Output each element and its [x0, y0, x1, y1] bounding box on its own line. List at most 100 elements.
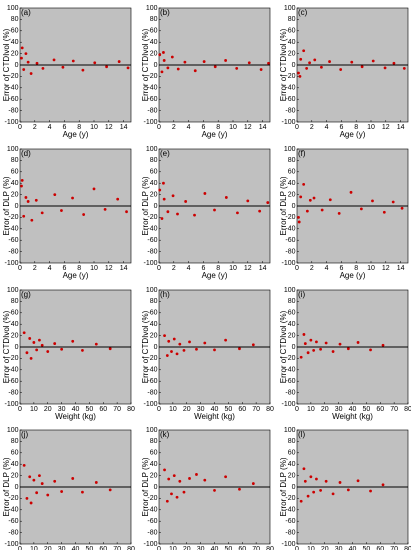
x-tick-label: 10 [90, 265, 98, 272]
y-tick-label: 0 [154, 344, 158, 351]
point [94, 481, 98, 484]
y-tick-label: 100 [284, 146, 296, 153]
x-tick-label: 8 [77, 265, 81, 272]
x-tick-label: 2 [172, 124, 176, 131]
point [162, 181, 165, 185]
y-tick-label: -100 [281, 541, 295, 548]
point [346, 347, 350, 351]
x-tick-label: 10 [229, 265, 237, 272]
point [163, 334, 166, 337]
y-tick-label: 60 [150, 450, 158, 457]
x-axis-label: Weight (kg) [55, 412, 96, 421]
y-tick-label: -60 [8, 518, 18, 525]
x-tick-label: 6 [339, 124, 343, 131]
x-tick-label: 10 [307, 406, 315, 413]
y-tick-label: 60 [288, 28, 296, 35]
y-tick-label: 80 [150, 298, 158, 305]
x-tick-label: 8 [354, 124, 358, 131]
point [20, 56, 23, 60]
point [309, 338, 313, 342]
y-tick-label: 40 [288, 39, 296, 46]
y-tick-label: -60 [8, 96, 18, 103]
point [324, 341, 328, 345]
point [41, 67, 45, 70]
y-tick-label: -80 [8, 389, 18, 396]
x-tick-label: 6 [62, 265, 66, 272]
x-tick-label: 80 [266, 546, 274, 550]
y-tick-label: -40 [285, 507, 295, 514]
x-tick-label: 12 [105, 265, 113, 272]
x-tick-label: 40 [349, 546, 357, 550]
y-axis-label: Error of CTDIvol (%) [141, 28, 150, 101]
y-tick-label: 40 [150, 461, 158, 468]
y-tick-label: -20 [8, 495, 18, 502]
x-tick-label: 6 [201, 124, 205, 131]
point [235, 67, 239, 70]
point [381, 483, 385, 487]
x-tick-label: 40 [349, 406, 357, 413]
y-tick-label: 100 [7, 5, 19, 12]
x-tick-label: 14 [259, 265, 267, 272]
point [369, 489, 372, 493]
point [178, 479, 182, 483]
y-tick-label: -60 [8, 237, 18, 244]
y-axis-label: Error of DLP (%) [141, 176, 150, 235]
y-tick-label: 100 [284, 5, 296, 12]
x-tick-label: 30 [335, 406, 343, 413]
panel-label: (h) [160, 290, 170, 299]
point [32, 341, 36, 344]
y-tick-label: -60 [8, 378, 18, 385]
point [349, 190, 353, 194]
y-tick-label: -100 [143, 401, 157, 408]
y-tick-label: 60 [150, 310, 158, 317]
x-tick-label: 6 [62, 124, 66, 131]
y-tick-label: 0 [154, 484, 158, 491]
x-tick-label: 30 [58, 546, 66, 550]
x-tick-label: 40 [211, 406, 219, 413]
point [20, 178, 24, 182]
point [224, 59, 228, 62]
y-tick-label: 20 [11, 50, 19, 57]
point [176, 212, 179, 216]
y-tick-label: 80 [288, 298, 296, 305]
x-tick-label: 12 [105, 124, 113, 131]
y-tick-label: 20 [288, 50, 296, 57]
y-tick-label: 20 [150, 50, 158, 57]
x-axis-label: Age (y) [202, 271, 228, 280]
x-tick-label: 0 [295, 406, 299, 413]
x-tick-label: 40 [72, 546, 80, 550]
x-tick-label: 80 [404, 546, 411, 550]
point [308, 198, 312, 202]
y-tick-label: 20 [288, 472, 296, 479]
y-tick-label: 100 [146, 427, 158, 434]
point [105, 65, 108, 69]
y-tick-label: -100 [4, 401, 18, 408]
x-tick-label: 12 [382, 124, 390, 131]
y-tick-label: -100 [4, 119, 18, 126]
point [224, 475, 228, 479]
x-tick-label: 70 [113, 546, 121, 550]
point [328, 198, 332, 202]
y-tick-label: 60 [288, 310, 296, 317]
x-tick-label: 12 [244, 124, 252, 131]
y-tick-label: -60 [285, 96, 295, 103]
point [60, 209, 63, 212]
x-tick-label: 40 [211, 546, 219, 550]
point [60, 347, 64, 351]
x-tick-label: 60 [238, 546, 246, 550]
y-tick-label: 0 [292, 484, 296, 491]
y-tick-label: -80 [147, 529, 157, 536]
x-tick-label: 10 [169, 546, 177, 550]
point [302, 182, 306, 186]
y-tick-label: 60 [288, 450, 296, 457]
x-tick-label: 14 [397, 124, 405, 131]
point [82, 213, 86, 216]
panel-label: (l) [298, 430, 305, 439]
point [369, 348, 372, 352]
x-tick-label: 30 [335, 546, 343, 550]
y-tick-label: -40 [285, 367, 295, 374]
x-tick-label: 4 [187, 124, 191, 131]
point [158, 53, 162, 57]
y-tick-label: 20 [150, 191, 158, 198]
point [203, 478, 207, 482]
